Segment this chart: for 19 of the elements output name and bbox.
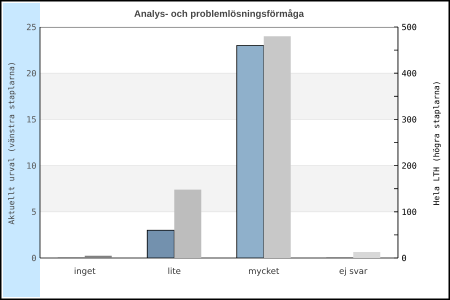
x-tick-label: mycket — [248, 268, 280, 276]
bar — [353, 252, 380, 258]
y-tick-label: 25 — [26, 24, 36, 30]
y-tick-label: 0 — [32, 254, 36, 262]
y-tick-label: 20 — [26, 70, 36, 76]
y2-tick-label: 400 — [402, 70, 416, 76]
x-tick-label: inget — [74, 268, 96, 276]
y-tick-label: 10 — [27, 162, 36, 169]
chart-title: Analys- och problemlösningsförmåga — [134, 9, 304, 19]
bar — [174, 190, 202, 258]
y2-tick-label: 200 — [402, 162, 416, 169]
x-tick-label: lite — [168, 268, 180, 274]
x-tick-label: ej svar — [340, 268, 368, 276]
y2-tick-label: 100 — [402, 208, 416, 216]
y2-tick-label: 500 — [402, 24, 416, 30]
y2-tick-label: 300 — [402, 116, 416, 123]
y2-tick-label: 0 — [402, 254, 406, 262]
y-tick-label: 15 — [27, 116, 36, 123]
y-tick-label: 5 — [32, 208, 36, 215]
